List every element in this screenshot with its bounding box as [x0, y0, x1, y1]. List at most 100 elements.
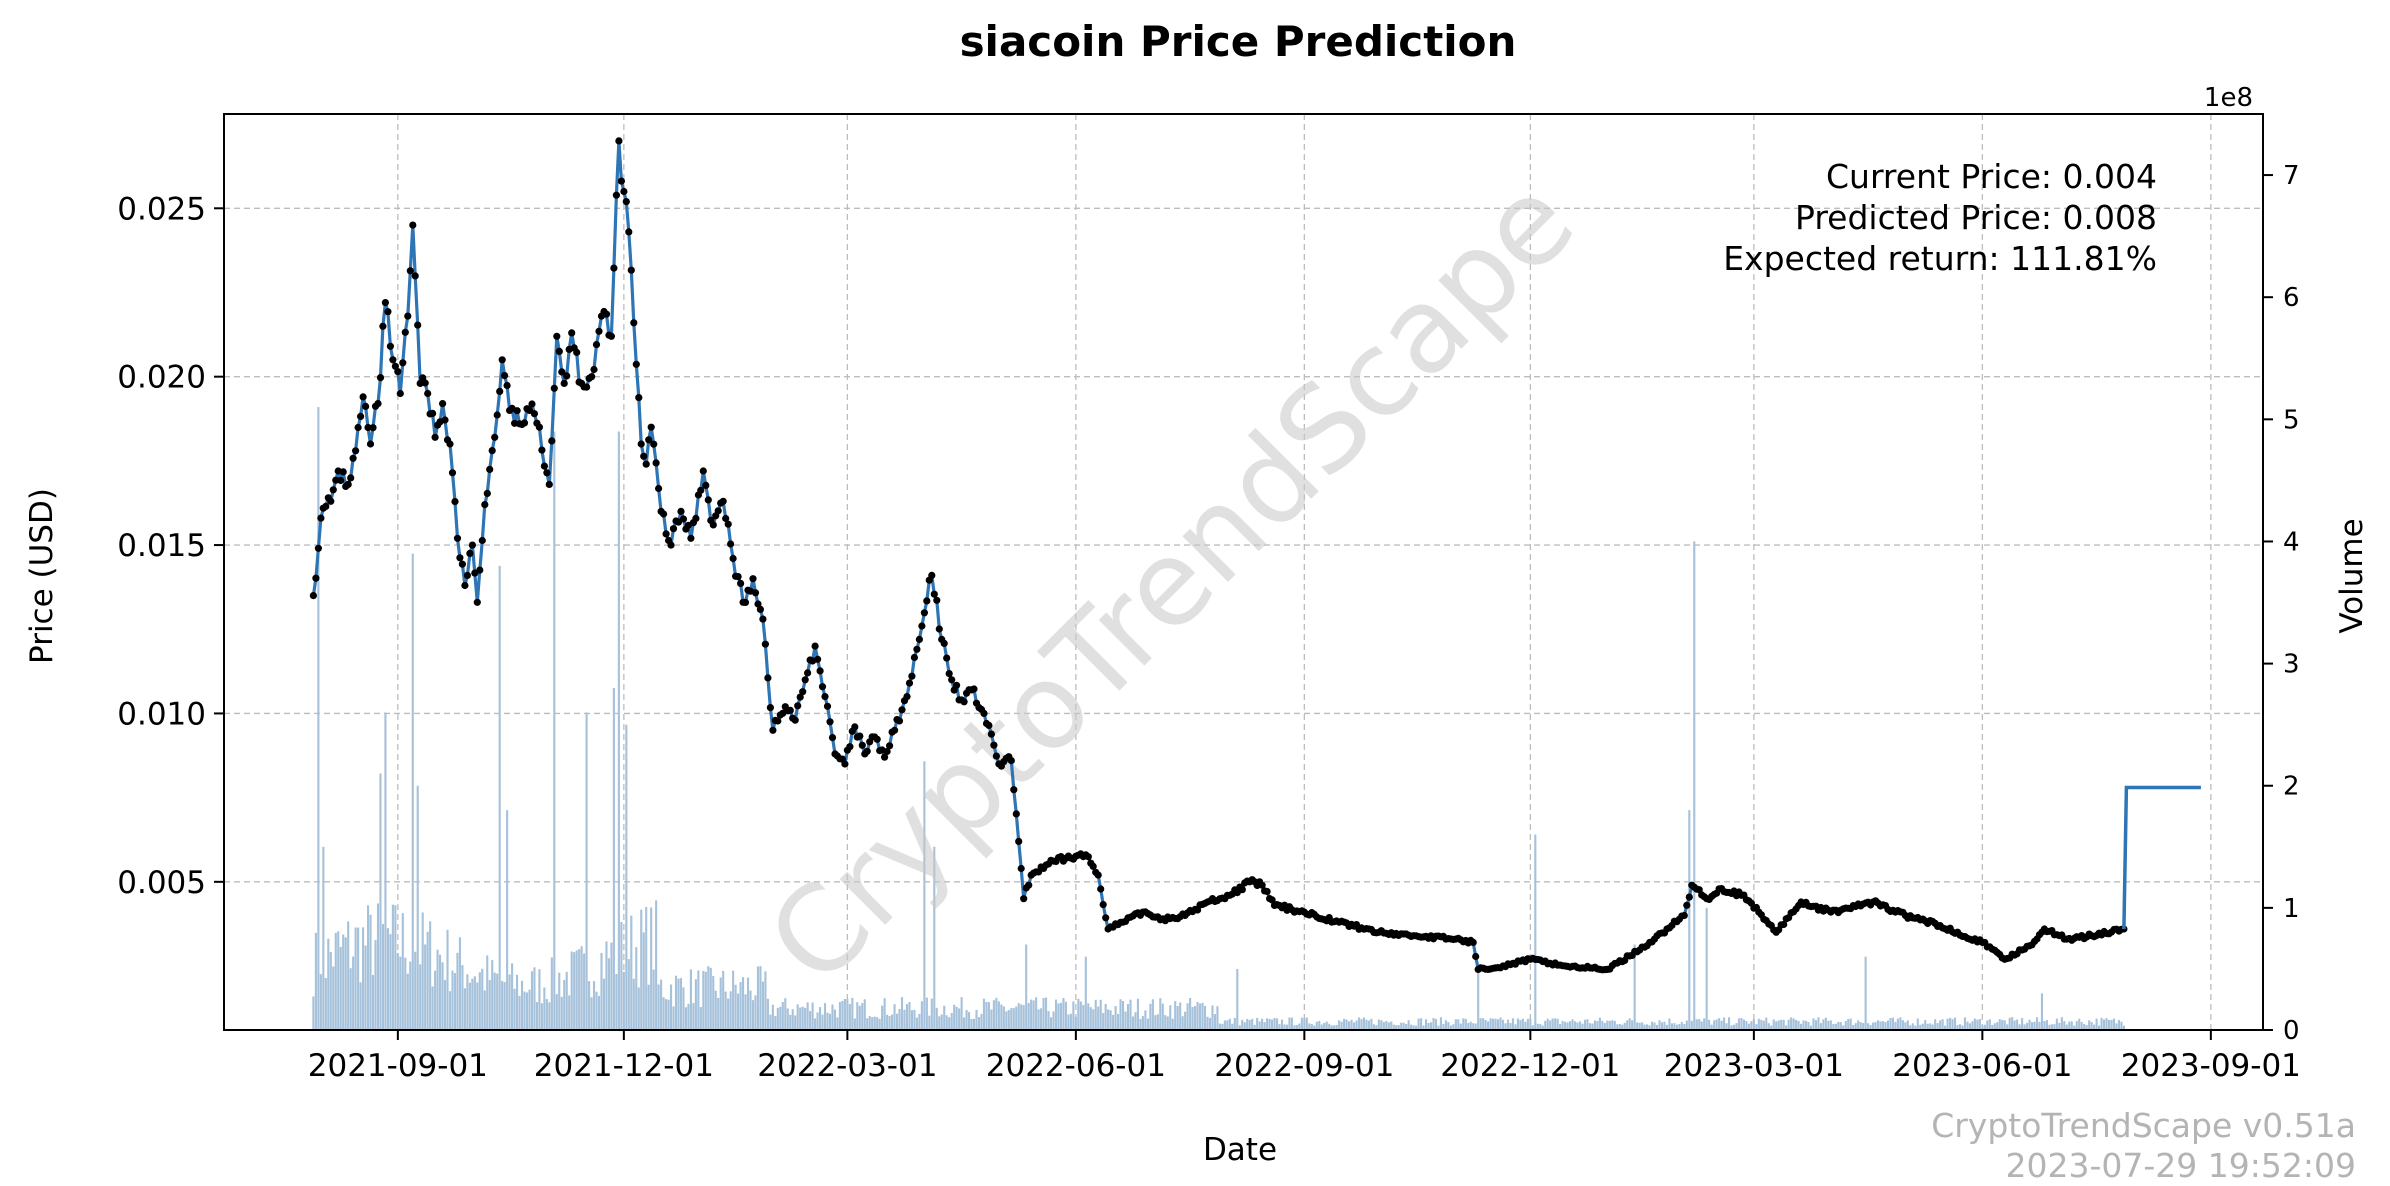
volume-bar: [1308, 1023, 1311, 1030]
volume-bar: [525, 992, 529, 1030]
volume-bar: [955, 1006, 958, 1030]
price-marker: [476, 566, 484, 574]
volume-bar: [389, 934, 392, 1030]
volume-bar: [1872, 1022, 1875, 1030]
price-marker: [1007, 757, 1015, 765]
volume-bar: [1452, 1024, 1455, 1030]
plot-frame: [223, 113, 2264, 1031]
price-marker: [369, 424, 377, 432]
price-marker: [540, 462, 549, 470]
volume-bar: [1849, 1018, 1852, 1030]
volume-bar: [1099, 999, 1102, 1030]
price-marker: [612, 191, 621, 199]
volume-bar: [1285, 1024, 1289, 1030]
price-marker: [466, 549, 474, 558]
volume-bar: [1894, 1021, 1897, 1030]
volume-bar: [1576, 1022, 1579, 1030]
volume-bar: [1991, 1024, 1994, 1030]
price-marker: [545, 480, 553, 488]
price-marker: [794, 702, 802, 710]
volume-bar: [1787, 1019, 1790, 1030]
price-marker: [734, 573, 742, 581]
price-marker: [724, 520, 732, 528]
volume-bar: [1643, 1024, 1646, 1030]
volume-bar: [821, 1014, 824, 1030]
volume-bar: [506, 810, 509, 1030]
volume-bar: [592, 981, 596, 1030]
volume-bar: [1114, 1006, 1117, 1030]
axes-ticks: 2021-09-01 2021-12-01 2022-03-01 2022-06-01…: [117, 161, 2301, 1084]
volume-bar: [2040, 993, 2044, 1030]
volume-bar: [1857, 1020, 1860, 1030]
volume-bar: [1896, 1018, 1899, 1030]
volume-bar: [1417, 1018, 1420, 1030]
volume-bar: [337, 931, 340, 1030]
volume-bar: [1129, 999, 1132, 1030]
volume-bar: [1747, 1023, 1750, 1030]
volume-bar: [456, 952, 459, 1030]
volume-bar: [1424, 1019, 1428, 1030]
volume-bar: [434, 970, 437, 1030]
volume-bar: [511, 963, 514, 1030]
price-marker: [503, 381, 511, 390]
volume-bar: [630, 915, 633, 1030]
volume-bar: [1298, 1023, 1301, 1030]
volume-bar: [1032, 1000, 1035, 1030]
price-marker: [1258, 881, 1266, 889]
volume-bar: [1005, 1011, 1008, 1030]
volume-bar: [771, 1004, 774, 1030]
volume-bar: [2088, 1020, 2091, 1030]
volume-bar: [799, 1007, 802, 1030]
volume-bar: [1598, 1017, 1601, 1030]
price-marker: [935, 625, 943, 633]
volume-bar: [990, 1009, 993, 1030]
volume-bar: [709, 967, 712, 1030]
volume-bar: [1365, 1019, 1368, 1030]
price-marker: [953, 681, 961, 689]
volume-bar: [1864, 956, 1867, 1030]
volume-bar: [878, 1018, 881, 1030]
volume-bar: [1280, 1019, 1284, 1030]
volume-bar: [647, 984, 650, 1030]
volume-bar: [674, 975, 678, 1030]
volume-bar: [1367, 1020, 1370, 1030]
price-marker: [960, 698, 968, 706]
volume-bar: [573, 952, 576, 1030]
price-marker: [729, 554, 737, 563]
y-tick-label: 0.010: [117, 696, 206, 732]
volume-bar: [699, 1007, 702, 1030]
volume-bar: [1243, 1022, 1246, 1030]
volume-bar: [746, 977, 750, 1030]
x-tick-label: 2023-03-01: [1664, 1048, 1844, 1084]
volume-bar: [1251, 1018, 1254, 1030]
volume-bar: [2110, 1019, 2113, 1030]
volume-bar: [1564, 1021, 1567, 1030]
volume-bar: [1804, 1020, 1808, 1030]
volume-bar: [520, 980, 524, 1030]
volume-bar: [1862, 1023, 1865, 1030]
grid: [224, 114, 2263, 1030]
price-marker: [592, 341, 601, 349]
footer-version: CryptoTrendScape v0.51a: [1931, 1106, 2356, 1145]
volume-bar: [2080, 1022, 2083, 1030]
volume-bar: [1437, 1025, 1440, 1030]
volume-bar: [729, 991, 732, 1030]
price-marker: [727, 540, 735, 548]
annotation-expected-return: Expected return: 111.81%: [1723, 239, 2157, 278]
volume-bar: [1775, 1021, 1778, 1030]
price-marker: [461, 581, 469, 590]
volume-bar: [1606, 1020, 1609, 1030]
price-marker: [759, 615, 767, 623]
volume-bar: [513, 988, 516, 1030]
price-marker: [704, 496, 712, 504]
volume-bar: [2001, 1019, 2004, 1030]
volume-bar: [687, 1003, 690, 1030]
volume-bar: [1012, 1008, 1015, 1030]
price-marker: [555, 347, 563, 355]
volume-bar: [1042, 997, 1045, 1030]
price-marker: [647, 423, 655, 431]
price-marker: [655, 484, 663, 493]
price-marker: [1238, 886, 1246, 894]
volume-bar: [1551, 1018, 1554, 1030]
price-marker: [987, 730, 996, 738]
